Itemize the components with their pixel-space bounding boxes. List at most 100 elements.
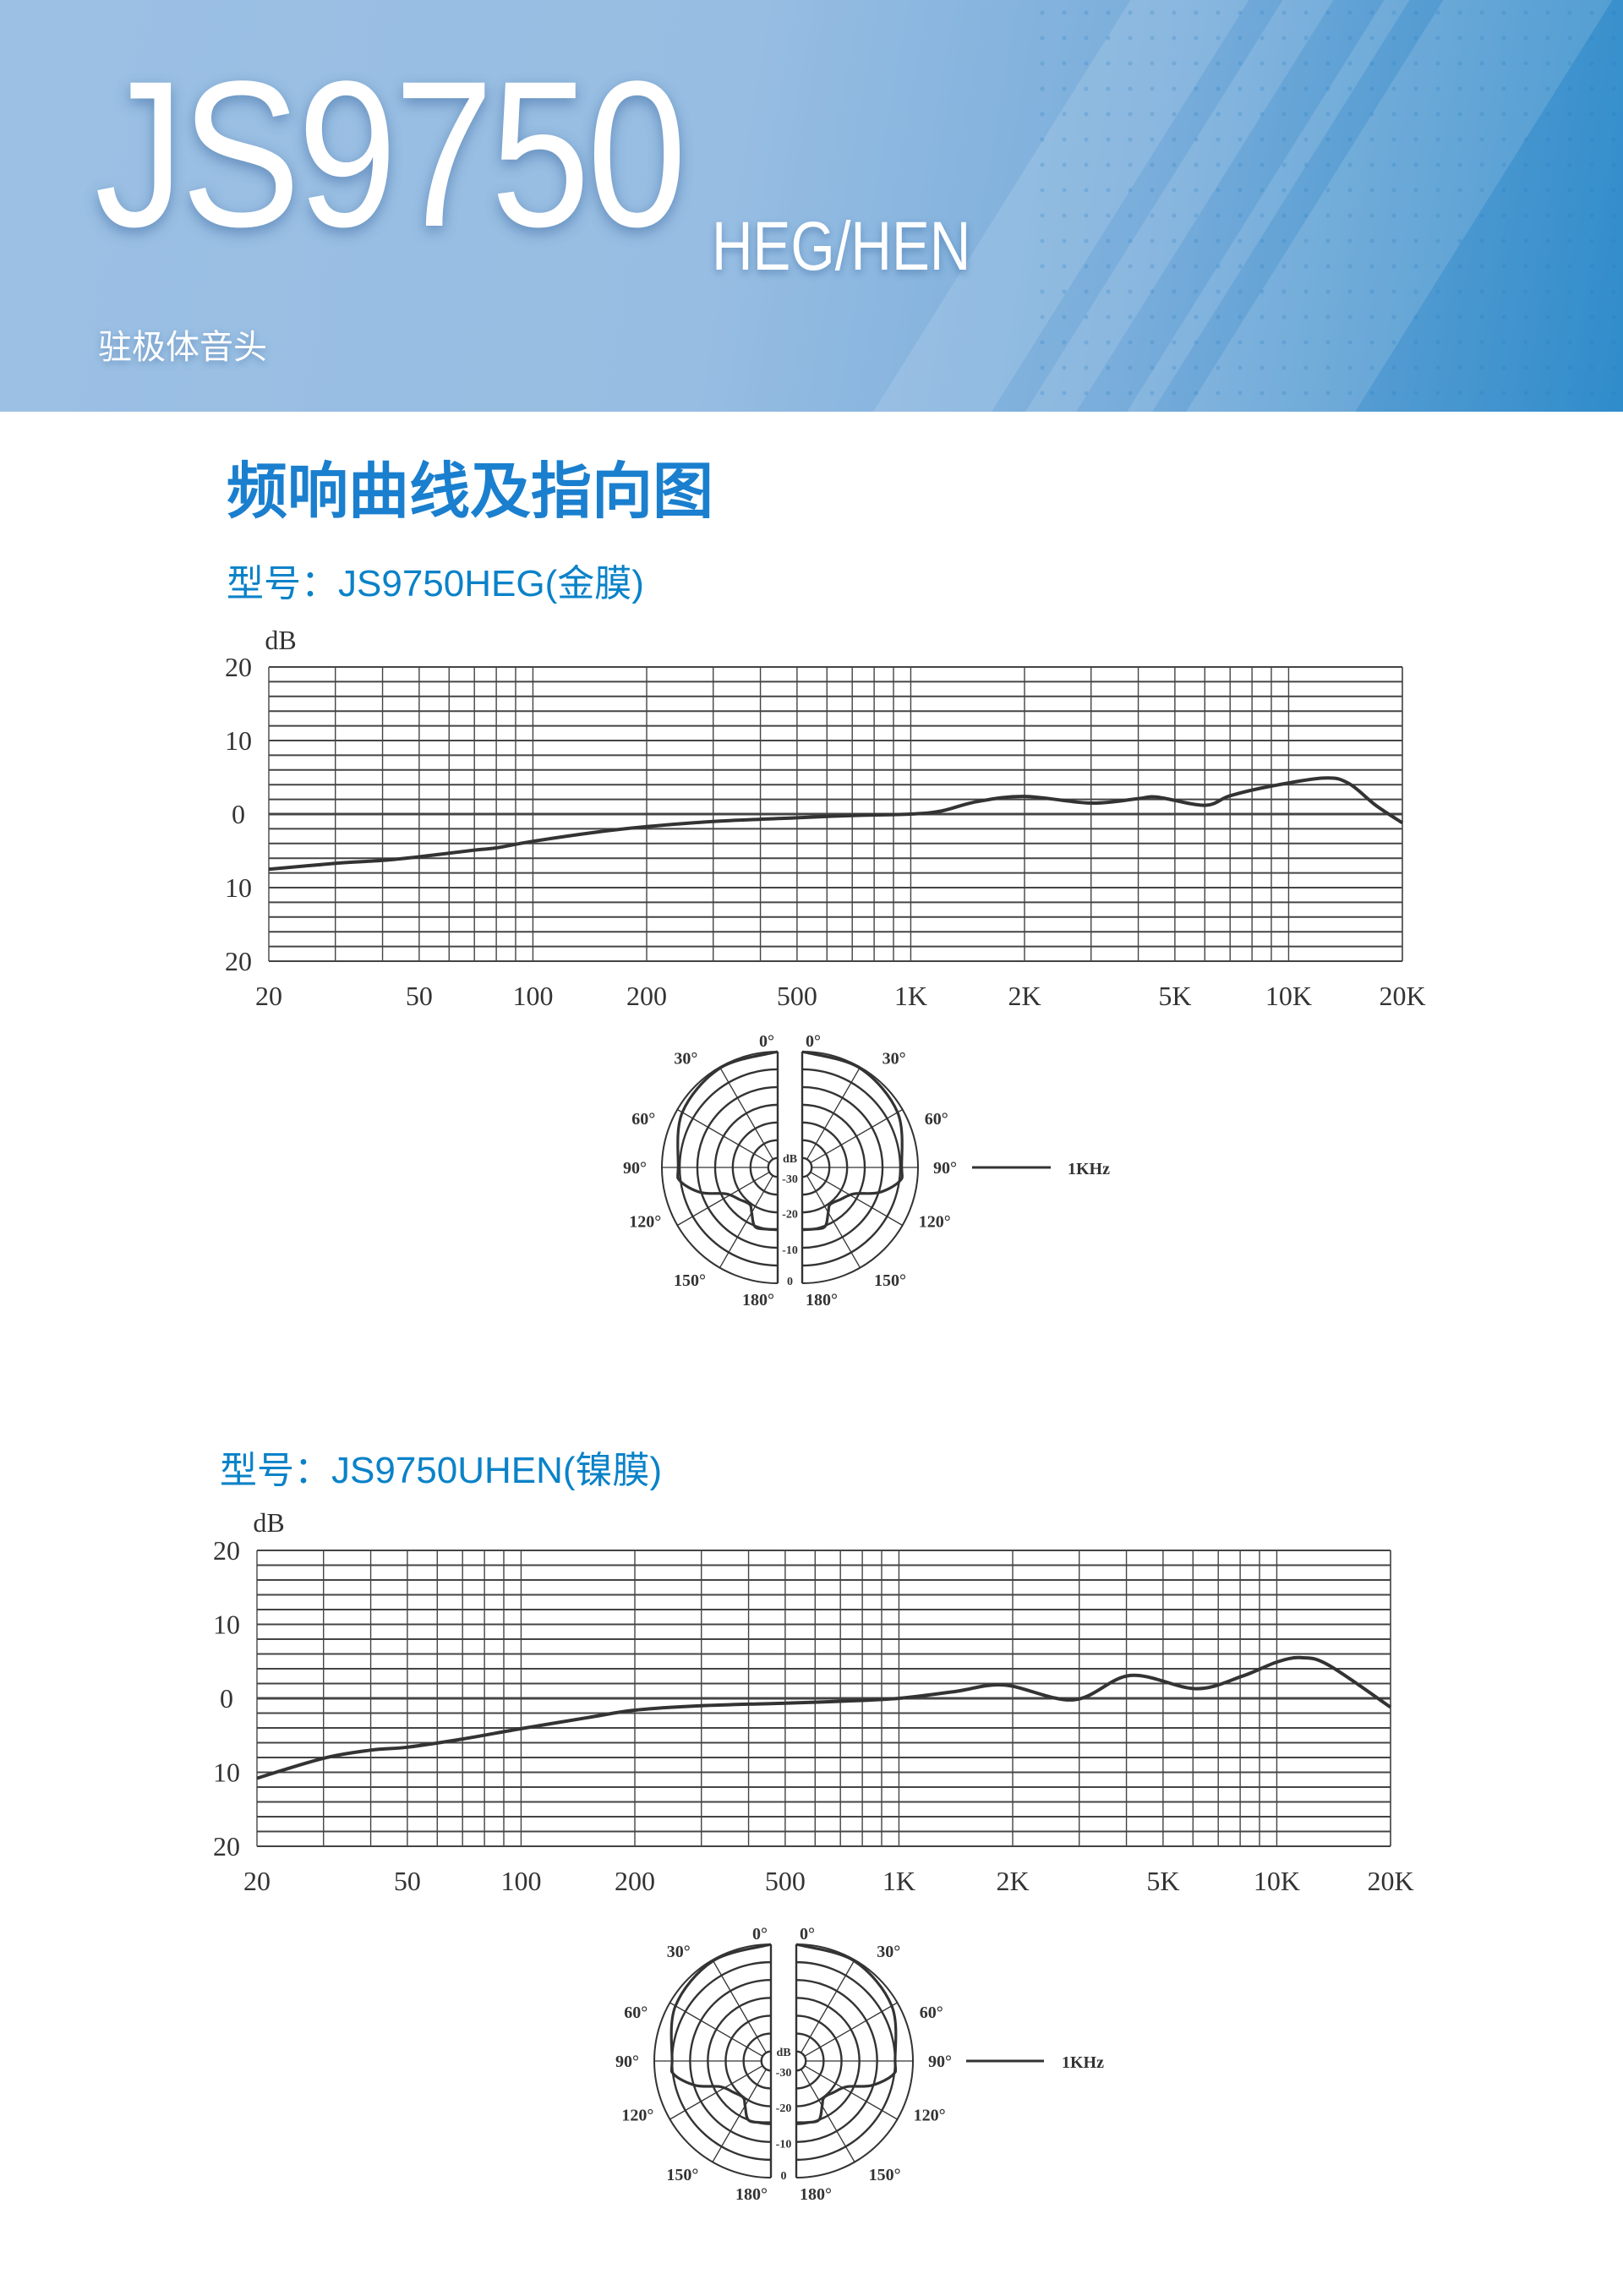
polar-pattern-curve bbox=[795, 1943, 898, 2124]
x-tick-label: 20 bbox=[243, 1866, 270, 1896]
response-curve bbox=[268, 776, 1404, 872]
x-tick-label: 50 bbox=[394, 1866, 421, 1896]
y-tick-label: 20 bbox=[225, 652, 252, 682]
polar-angle-label: 60° bbox=[920, 2004, 943, 2022]
legend-label: 1KHz bbox=[1068, 1160, 1110, 1178]
y-tick-label: 20 bbox=[213, 1535, 240, 1566]
polar-spoke bbox=[806, 1067, 861, 1160]
y-axis-unit-label: dB bbox=[253, 1507, 284, 1538]
polar-ring-label: -10 bbox=[776, 2139, 792, 2151]
polar-spoke bbox=[712, 2069, 767, 2162]
polar-right-half: 0° 30° 60° 90° 120° 150° 180° bbox=[801, 1032, 957, 1309]
section-title: 频响曲线及指向图 bbox=[227, 458, 714, 526]
polar-pattern-curve bbox=[676, 1050, 779, 1231]
polar-angle-label: 60° bbox=[925, 1110, 948, 1129]
x-tick-label: 1K bbox=[894, 981, 927, 1011]
polar-spoke bbox=[801, 1960, 855, 2053]
product-title: JS9750 HEG/HEN bbox=[95, 38, 970, 286]
polar-spoke bbox=[804, 2002, 898, 2057]
polar-pattern-chart: 0° 30° 60° 90° 120° 150° 180° 0° 30° 60° 90° 120° 15… bbox=[623, 1032, 1110, 1309]
polar-ring-label: -30 bbox=[782, 1173, 798, 1186]
x-tick-label: 10K bbox=[1254, 1866, 1300, 1896]
y-tick-label: 10 bbox=[225, 872, 252, 903]
polar-spoke bbox=[669, 2065, 763, 2120]
y-tick-label: 20 bbox=[213, 1831, 240, 1861]
polar-angle-label: 90° bbox=[928, 2053, 952, 2071]
polar-angle-label: 0° bbox=[752, 1925, 768, 1943]
y-tick-label: 0 bbox=[220, 1683, 233, 1714]
legend-label: 1KHz bbox=[1062, 2053, 1104, 2072]
polar-angle-label: 150° bbox=[869, 2166, 901, 2184]
x-tick-label: 200 bbox=[626, 981, 667, 1011]
y-tick-label: 10 bbox=[213, 1758, 240, 1788]
polar-right-half: 0° 30° 60° 90° 120° 150° 180° bbox=[795, 1925, 952, 2204]
polar-spoke bbox=[677, 1172, 770, 1227]
x-tick-label: 50 bbox=[406, 981, 433, 1011]
polar-angle-label: 60° bbox=[624, 2004, 648, 2022]
polar-spoke bbox=[719, 1175, 773, 1268]
banner-dot-pattern bbox=[1031, 0, 1623, 412]
polar-pattern-chart: 0° 30° 60° 90° 120° 150° 180° 0° 30° 60° 90° 120° 15… bbox=[615, 1925, 1104, 2204]
response-curve bbox=[256, 1655, 1392, 1780]
x-tick-label: 20K bbox=[1379, 981, 1425, 1011]
polar-ring bbox=[795, 2050, 807, 2072]
polar-angle-label: 90° bbox=[933, 1159, 957, 1178]
polar-angle-label: 120° bbox=[914, 2107, 946, 2125]
polar-angle-label: 90° bbox=[623, 1159, 647, 1178]
x-tick-label: 1K bbox=[883, 1866, 915, 1896]
polar-angle-label: 30° bbox=[674, 1050, 697, 1069]
x-tick-label: 200 bbox=[615, 1866, 655, 1896]
x-tick-label: 2K bbox=[996, 1866, 1029, 1896]
product-model: JS9750 bbox=[95, 38, 686, 271]
polar-angle-label: 0° bbox=[800, 1925, 815, 1943]
polar-angle-label: 150° bbox=[666, 2166, 698, 2184]
polar-left-half: 0° 30° 60° 90° 120° 150° 180° bbox=[615, 1925, 773, 2204]
polar-angle-label: 150° bbox=[674, 1271, 706, 1290]
model-label-uhen: 型号：JS9750UHEN(镍膜) bbox=[220, 1450, 663, 1491]
polar-angle-label: 120° bbox=[621, 2107, 653, 2125]
x-tick-label: 5K bbox=[1158, 981, 1191, 1011]
polar-angle-label: 0° bbox=[759, 1032, 774, 1051]
polar-left-half: 0° 30° 60° 90° 120° 150° 180° bbox=[623, 1032, 779, 1309]
polar-ring-label: dB bbox=[776, 2047, 790, 2059]
polar-spoke bbox=[669, 2002, 763, 2057]
polar-ring-label: -10 bbox=[782, 1244, 798, 1257]
product-suffix: HEG/HEN bbox=[712, 208, 971, 285]
product-subtitle: 驻极体音头 bbox=[98, 329, 267, 366]
polar-ring bbox=[801, 1156, 813, 1178]
polar-angle-label: 30° bbox=[883, 1050, 906, 1069]
polar-angle-label: 90° bbox=[615, 2053, 639, 2071]
y-tick-label: 20 bbox=[225, 946, 252, 976]
x-tick-label: 2K bbox=[1008, 981, 1041, 1011]
polar-ring-label: -20 bbox=[776, 2102, 792, 2115]
x-tick-label: 20K bbox=[1367, 1866, 1413, 1896]
header-banner: JS9750 HEG/HEN 驻极体音头 bbox=[0, 0, 1623, 412]
polar-spoke bbox=[810, 1108, 903, 1163]
polar-angle-label: 30° bbox=[667, 1943, 691, 1961]
polar-ring bbox=[760, 2050, 772, 2072]
model-label-heg: 型号：JS9750HEG(金膜) bbox=[227, 563, 644, 604]
polar-angle-label: 180° bbox=[806, 1291, 838, 1309]
polar-ring-label: -30 bbox=[776, 2067, 792, 2080]
polar-ring bbox=[767, 1156, 779, 1178]
x-tick-label: 20 bbox=[255, 981, 282, 1011]
y-tick-label: 10 bbox=[213, 1610, 240, 1640]
polar-angle-label: 180° bbox=[800, 2185, 832, 2204]
x-tick-label: 100 bbox=[500, 1866, 541, 1896]
polar-spoke bbox=[712, 1960, 767, 2053]
polar-angle-label: 30° bbox=[877, 1943, 900, 1961]
polar-angle-label: 150° bbox=[874, 1271, 906, 1290]
polar-angle-label: 120° bbox=[629, 1212, 661, 1231]
polar-spoke bbox=[806, 1175, 861, 1268]
x-tick-label: 500 bbox=[765, 1866, 806, 1896]
y-axis-unit-label: dB bbox=[265, 625, 296, 655]
polar-spoke bbox=[719, 1067, 773, 1160]
x-tick-label: 100 bbox=[512, 981, 553, 1011]
polar-spoke bbox=[801, 2069, 855, 2162]
polar-angle-label: 0° bbox=[806, 1032, 821, 1051]
x-tick-label: 500 bbox=[777, 981, 817, 1011]
polar-spoke bbox=[677, 1108, 770, 1163]
